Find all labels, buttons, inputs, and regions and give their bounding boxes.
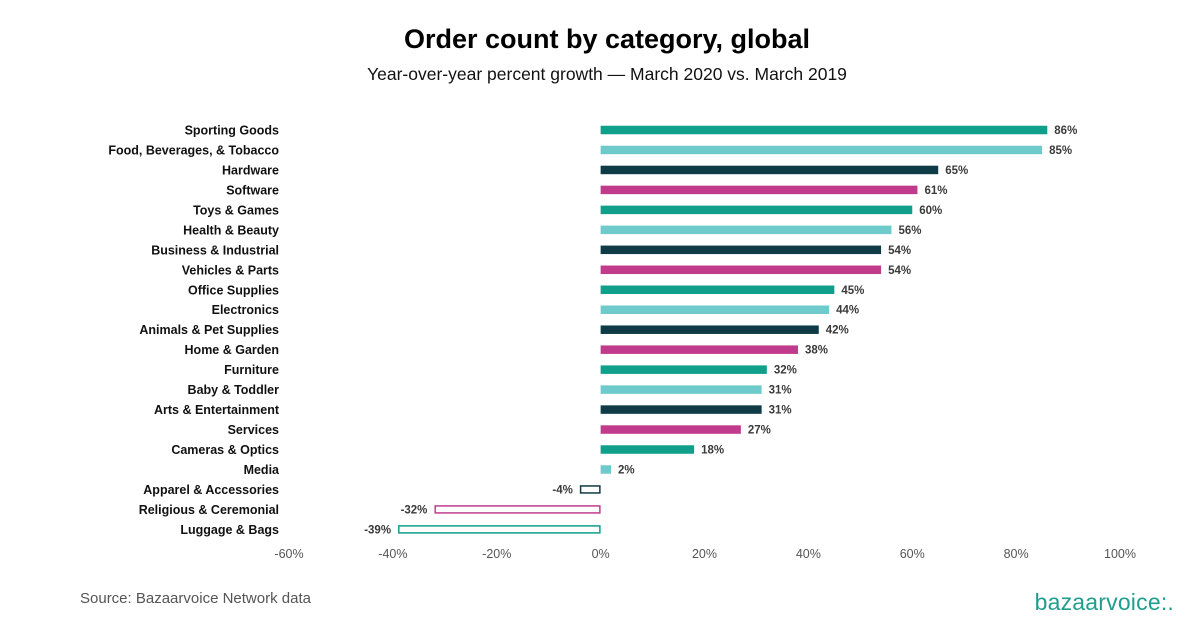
x-tick-label: 100%: [1104, 547, 1136, 561]
value-label: 65%: [945, 165, 968, 177]
value-label: 86%: [1054, 125, 1077, 137]
category-label: Food, Beverages, & Tobacco: [108, 143, 279, 157]
bar: [600, 305, 830, 314]
value-label: 2%: [618, 464, 635, 476]
bar: [600, 225, 892, 235]
value-label: 45%: [841, 285, 864, 297]
category-label: Services: [228, 423, 279, 437]
category-label: Electronics: [212, 303, 279, 317]
value-label: 44%: [836, 305, 859, 317]
category-label: Baby & Toddler: [188, 383, 280, 397]
x-tick-label: 40%: [796, 547, 821, 561]
bar: [600, 445, 695, 454]
bar: [600, 265, 882, 275]
value-label: 61%: [924, 185, 947, 197]
value-label: 54%: [888, 265, 911, 277]
x-tick-label: 0%: [592, 547, 610, 561]
category-label: Health & Beauty: [183, 223, 279, 237]
bar: [600, 465, 612, 474]
value-label: 31%: [769, 405, 792, 417]
category-label: Furniture: [224, 363, 279, 377]
value-label: 60%: [919, 205, 942, 217]
x-tick-label: -60%: [274, 547, 303, 561]
bar: [600, 345, 798, 354]
category-label: Toys & Games: [193, 203, 279, 217]
brand-logo-mark: :.: [1160, 589, 1174, 615]
bar: [600, 185, 918, 195]
x-tick-label: 60%: [900, 547, 925, 561]
category-label: Cameras & Optics: [171, 443, 279, 457]
category-label: Animals & Pet Supplies: [139, 323, 279, 337]
value-label: -39%: [364, 524, 391, 536]
category-label: Sporting Goods: [185, 124, 279, 138]
value-label: 56%: [898, 225, 921, 237]
value-label: 54%: [888, 245, 911, 257]
x-tick-label: -20%: [482, 547, 511, 561]
value-label: 18%: [701, 445, 724, 457]
source-note: Source: Bazaarvoice Network data: [80, 590, 311, 607]
category-label: Software: [226, 183, 279, 197]
bar: [600, 205, 913, 215]
category-label: Office Supplies: [188, 283, 279, 297]
value-label: 32%: [774, 365, 797, 377]
bar: [398, 525, 601, 534]
category-label: Hardware: [222, 163, 279, 177]
bar: [600, 285, 835, 295]
value-label: -32%: [401, 504, 428, 516]
category-label: Luggage & Bags: [180, 523, 279, 537]
brand-logo: bazaarvoice:.: [1035, 589, 1174, 616]
category-label: Media: [244, 463, 280, 477]
category-label: Home & Garden: [185, 343, 279, 357]
bar: [579, 485, 601, 494]
value-label: -4%: [552, 484, 572, 496]
chart-subtitle: Year-over-year percent growth — March 20…: [367, 64, 847, 84]
value-label: 31%: [769, 385, 792, 397]
category-label: Religious & Ceremonial: [139, 503, 279, 517]
bar: [600, 405, 762, 414]
bar: [600, 245, 882, 255]
bar: [600, 325, 819, 334]
category-label: Vehicles & Parts: [182, 263, 279, 277]
value-label: 42%: [826, 325, 849, 337]
chart-title: Order count by category, global: [403, 24, 811, 54]
bar: [600, 145, 1043, 155]
brand-logo-text: bazaarvoice: [1034, 589, 1161, 615]
category-label: Business & Industrial: [151, 243, 279, 257]
value-label: 85%: [1049, 145, 1072, 157]
category-label: Arts & Entertainment: [154, 403, 280, 417]
bar: [600, 165, 939, 175]
value-label: 38%: [805, 345, 828, 357]
x-tick-label: 80%: [1004, 547, 1029, 561]
category-label: Apparel & Accessories: [143, 483, 279, 497]
bar: [600, 365, 767, 374]
bar: [600, 385, 762, 394]
value-label: 27%: [748, 425, 771, 437]
x-tick-label: 20%: [692, 547, 717, 561]
bar: [434, 505, 601, 514]
x-tick-label: -40%: [378, 547, 407, 561]
bar: [600, 125, 1048, 135]
bar: [600, 425, 741, 434]
